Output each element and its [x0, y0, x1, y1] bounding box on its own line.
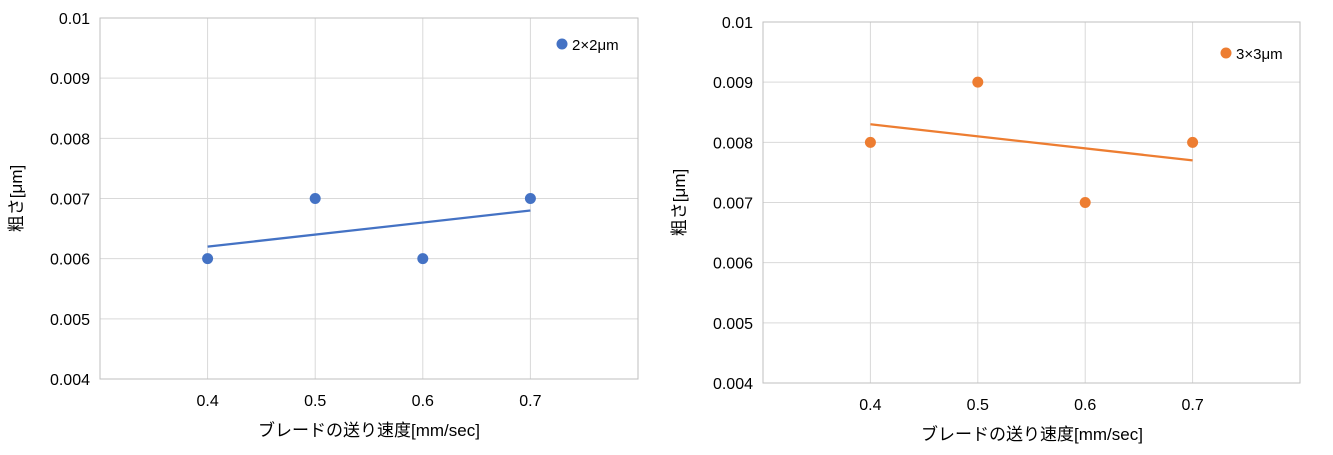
y-tick-label: 0.009 — [713, 75, 753, 92]
x-tick-label: 0.5 — [967, 397, 989, 414]
legend-label: 2×2μm — [572, 37, 619, 54]
data-point — [202, 253, 214, 265]
data-point — [1079, 197, 1091, 208]
plot-area-border — [99, 17, 639, 380]
y-tick-label: 0.01 — [722, 15, 753, 32]
chart-container-right: 0.004 0.005 0.006 0.007 0.008 0.009 0.01 0.4 0.5… — [666, 0, 1333, 450]
x-tick-label: 0.4 — [859, 397, 881, 414]
x-tick-label: 0.4 — [196, 393, 218, 410]
y-tick-label: 0.009 — [50, 71, 90, 88]
data-point — [309, 193, 321, 204]
y-tick-label: 0.008 — [50, 131, 90, 148]
y-tick-label: 0.006 — [713, 256, 753, 273]
legend-marker — [556, 38, 568, 50]
legend-marker — [1220, 47, 1232, 59]
scatter-chart-3x3: 0.004 0.005 0.006 0.007 0.008 0.009 0.01 0.4 0.5… — [670, 15, 1301, 444]
x-axis-title: ブレードの送り速度[mm/sec] — [258, 420, 480, 440]
y-tick-label: 0.005 — [713, 316, 753, 333]
data-point — [972, 76, 984, 88]
data-point — [864, 136, 876, 148]
y-tick-label: 0.007 — [50, 192, 90, 209]
trendline — [870, 123, 1193, 162]
y-axis-title: 粗さ[μm] — [7, 165, 26, 232]
x-tick-label: 0.5 — [304, 393, 326, 410]
y-tick-label: 0.007 — [713, 196, 753, 213]
legend-label: 3×3μm — [1236, 46, 1283, 63]
y-tick-label: 0.01 — [59, 11, 90, 28]
y-tick-label: 0.005 — [50, 312, 90, 329]
data-point — [1187, 136, 1199, 148]
trendline — [207, 209, 531, 248]
x-tick-label: 0.6 — [412, 393, 434, 410]
y-tick-label: 0.004 — [713, 376, 753, 393]
scatter-chart-2x2: 0.004 0.005 0.006 0.007 0.008 0.009 0.01 0.4 0.5… — [7, 11, 639, 440]
x-tick-label: 0.7 — [519, 393, 541, 410]
y-tick-label: 0.008 — [713, 135, 753, 152]
plot-area-border — [762, 21, 1301, 384]
data-point — [417, 253, 429, 265]
x-tick-label: 0.6 — [1074, 397, 1096, 414]
y-tick-label: 0.004 — [50, 372, 90, 389]
data-point — [524, 193, 536, 204]
x-tick-label: 0.7 — [1181, 397, 1203, 414]
y-axis-title: 粗さ[μm] — [670, 169, 689, 236]
y-tick-label: 0.006 — [50, 252, 90, 269]
x-axis-title: ブレードの送り速度[mm/sec] — [921, 424, 1143, 444]
chart-container-left: 0.004 0.005 0.006 0.007 0.008 0.009 0.01 0.4 0.5… — [0, 0, 666, 450]
